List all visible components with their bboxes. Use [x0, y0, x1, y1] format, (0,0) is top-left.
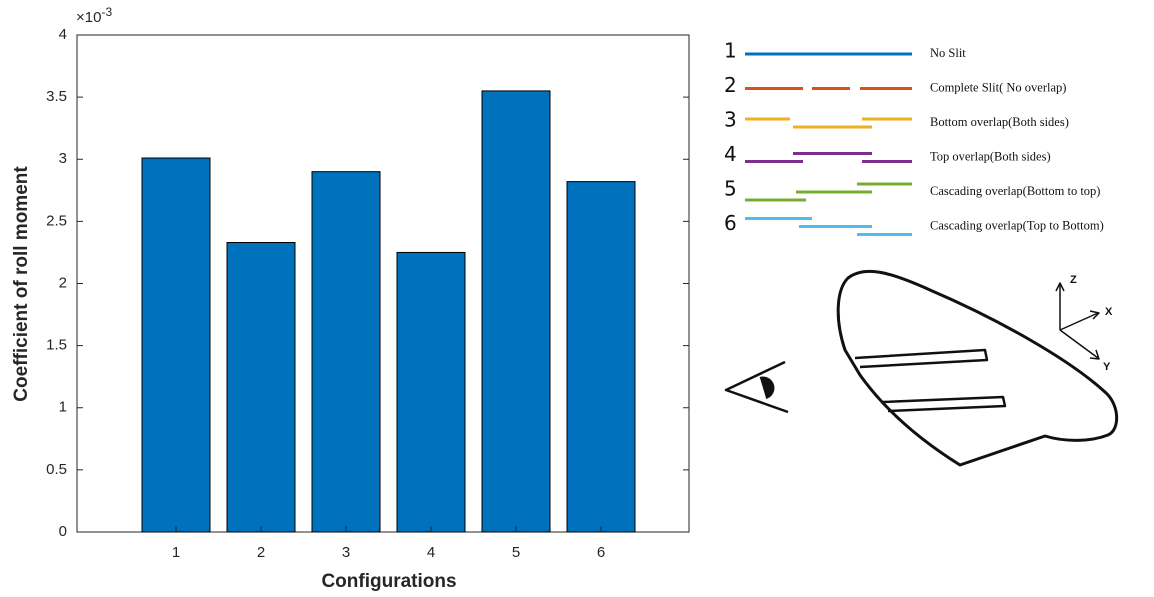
y-multiplier: ×10-3: [76, 5, 112, 26]
multiplier-exponent: -3: [101, 5, 112, 19]
row-number: 5: [724, 177, 737, 201]
y-tick-label: 1.5: [46, 337, 67, 354]
row-number: 4: [724, 142, 737, 166]
axis-arrow: [1060, 330, 1098, 358]
y-tick-label: 4: [59, 26, 67, 43]
row-label: Bottom overlap(Both sides): [930, 115, 1069, 129]
x-tick-label: 4: [427, 544, 435, 561]
eye-pupil: [760, 378, 773, 398]
y-tick-label: 3.5: [46, 88, 67, 105]
bar: [227, 242, 295, 532]
slit: [855, 350, 987, 367]
x-tick-label: 2: [257, 544, 265, 561]
y-axis-label: Coefficient of roll moment: [11, 166, 32, 402]
slit: [883, 397, 1005, 411]
bar: [312, 172, 380, 532]
y-tick-label: 2.5: [46, 212, 67, 229]
row-number: 1: [724, 39, 737, 63]
row-number: 6: [724, 211, 737, 235]
axis-letter: Z: [1070, 274, 1077, 286]
bar: [397, 252, 465, 532]
figure: Coefficient of roll moment Configuration…: [0, 0, 1154, 597]
x-tick-label: 5: [512, 544, 520, 561]
row-label: Cascading overlap(Top to Bottom): [930, 218, 1104, 232]
row-label: Top overlap(Both sides): [930, 149, 1051, 163]
row-label: No Slit: [930, 46, 966, 60]
bar: [567, 182, 635, 532]
axis-arrow: [1060, 313, 1098, 330]
y-tick-label: 0.5: [46, 461, 67, 478]
x-tick-label: 3: [342, 544, 350, 561]
y-tick-label: 1: [59, 399, 67, 416]
row-label: Cascading overlap(Bottom to top): [930, 184, 1100, 198]
arrow-heads: [1056, 283, 1099, 359]
wing-sketch: [726, 271, 1117, 465]
axes-triad: [1056, 283, 1099, 359]
y-tick-label: 2: [59, 274, 67, 291]
row-number: 2: [724, 73, 737, 97]
bar: [482, 91, 550, 532]
axis-letter: X: [1105, 306, 1113, 318]
y-tick-label: 3: [59, 150, 67, 167]
bar: [142, 158, 210, 532]
multiplier-base: ×10: [76, 9, 101, 26]
axis-letter: Y: [1103, 361, 1111, 373]
y-tick-label: 0: [59, 523, 67, 540]
row-number: 3: [724, 108, 737, 132]
x-axis-label: Configurations: [321, 571, 456, 592]
wing-outline: [838, 271, 1116, 465]
row-label: Complete Slit( No overlap): [930, 80, 1066, 94]
x-tick-label: 6: [597, 544, 605, 561]
eye-outline: [726, 362, 788, 412]
x-tick-label: 1: [172, 544, 180, 561]
